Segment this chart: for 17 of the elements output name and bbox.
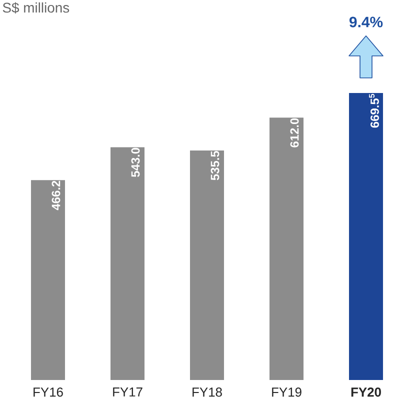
data-label: 466.2: [52, 180, 60, 210]
x-tick-label: FY19: [272, 388, 302, 397]
bar: [31, 180, 65, 380]
data-label: 543.0: [131, 148, 140, 177]
x-tick-label: FY16: [34, 388, 63, 397]
data-label: 669.5$^{5}$: [369, 94, 379, 128]
x-tick-label: FY20: [351, 388, 381, 397]
data-label: 535.5: [210, 150, 220, 180]
data-label: 612.0: [290, 118, 299, 148]
text: 9.4%: [349, 16, 383, 28]
text: S$ millions: [2, 2, 70, 14]
bar: [190, 150, 224, 380]
x-tick-label: FY17: [113, 388, 142, 396]
bar: [270, 118, 304, 380]
x-tick-label: FY18: [192, 388, 222, 397]
bar: [349, 93, 384, 380]
bar: [110, 147, 145, 380]
